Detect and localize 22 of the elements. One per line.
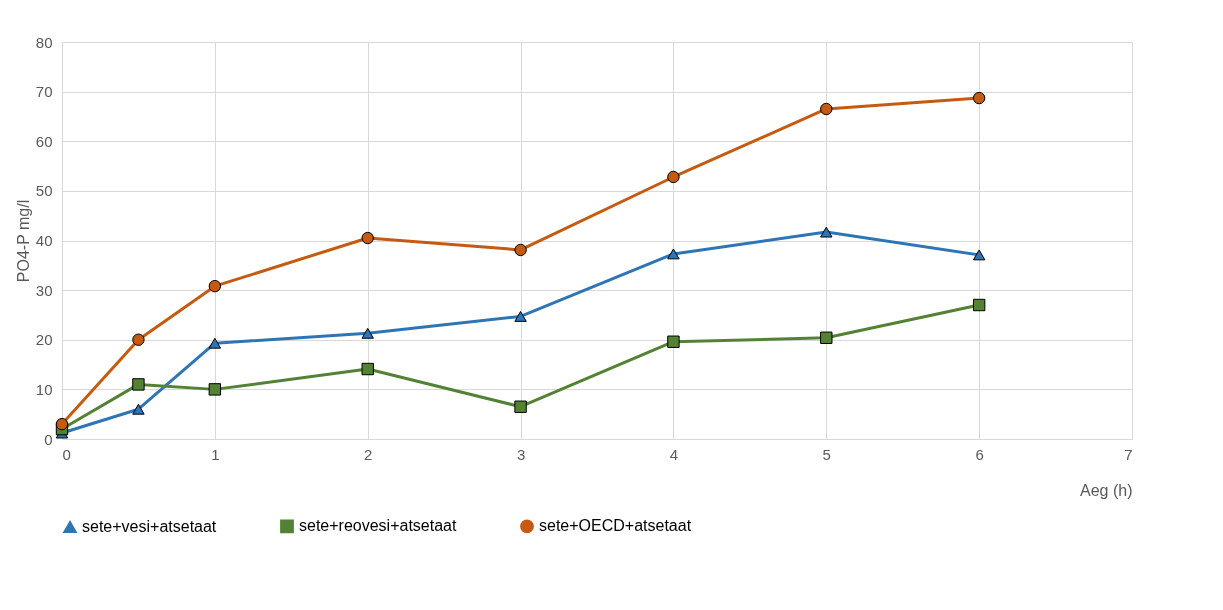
x-tick-label: 4	[669, 445, 679, 463]
y-tick-label: 60	[35, 132, 53, 150]
y-tick-label: 20	[35, 331, 53, 349]
y-tick-label: 70	[35, 83, 53, 101]
x-tick-label: 6	[975, 445, 984, 463]
x-tick-label: 7	[1124, 445, 1133, 463]
y-tick-label: 40	[35, 232, 53, 249]
y-tick-label: 10	[35, 380, 53, 398]
x-tick-label: 0	[62, 445, 71, 463]
x-tick-label: 2	[364, 445, 373, 463]
y-axis-title: PO4-P mg/l	[14, 199, 32, 283]
y-tick-label: 0	[44, 430, 53, 448]
legend-label: sete+vesi+atsetaat	[82, 517, 217, 535]
x-axis-title: Aeg (h)	[1080, 481, 1133, 499]
y-tick-label: 80	[35, 33, 53, 51]
x-tick-label: 5	[822, 445, 831, 463]
x-tick-label: 3	[516, 445, 526, 463]
x-tick-label: 1	[211, 445, 220, 463]
legend-label: sete+OECD+atsetaat	[539, 517, 692, 535]
y-tick-label: 30	[35, 281, 53, 299]
legend-label: sete+reovesi+atsetaat	[299, 517, 457, 535]
y-tick-label: 50	[35, 182, 53, 200]
